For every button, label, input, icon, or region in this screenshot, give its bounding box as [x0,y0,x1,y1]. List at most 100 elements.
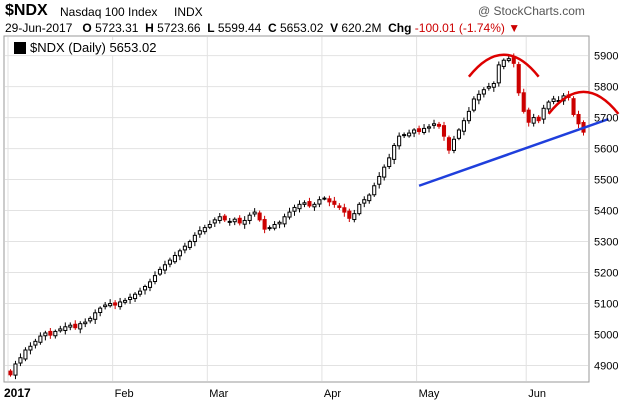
candle-body [441,125,447,137]
down-arrow-icon: ▼ [508,21,521,35]
candle-body [496,64,501,84]
candle-body [113,302,118,306]
candle-body [397,135,402,147]
candle-body [342,207,347,213]
candle-body [192,234,197,243]
pattern-overlays [418,53,620,187]
candle-body [422,127,427,133]
candle-body [28,345,33,351]
x-axis: 2017 Feb Mar Apr May Jun [4,386,546,400]
candle-body [387,157,392,168]
candle-body [571,98,576,115]
symbol-title: $NDX [5,2,48,19]
candle-body [402,134,407,137]
candle-body [362,199,367,204]
low-value: 5599.44 [217,21,262,35]
candle-body [242,219,247,225]
legend-text: $NDX (Daily) 5653.02 [30,40,157,55]
plot-border [3,35,590,383]
x-tick-label: Mar [209,388,228,400]
candle-body [73,323,78,329]
candle-body [312,203,317,208]
close-label: C [267,21,277,35]
neckline-trendline [418,117,609,187]
candle-body [456,129,461,139]
volume-value: 620.2M [341,21,382,35]
candle-body [327,198,332,203]
candle-body [417,128,422,133]
candle-body [137,290,143,295]
candle-body [476,93,481,101]
pattern-arc [547,90,620,115]
candle-body [147,281,153,288]
change-percent: (-1.74%) [458,21,505,35]
y-tick-label: 5100 [594,299,618,311]
candle-body [536,116,541,122]
candle-body [367,194,372,202]
candle-body [307,201,312,207]
candle-body [262,219,267,230]
candle-body [287,211,292,218]
candle-body [33,340,38,346]
y-tick-label: 5500 [594,175,618,187]
open-label: O [82,21,92,35]
candle-body [252,211,257,215]
candle-body [526,109,531,123]
index-name: Nasdaq 100 Index [60,5,158,19]
candle-body [227,220,232,223]
candle-body [282,216,287,225]
candle-body [217,216,222,221]
y-tick-label: 4900 [594,361,618,373]
pattern-arc [467,53,540,78]
y-tick-label: 5900 [594,51,618,63]
candle-body [372,185,377,196]
candle-body [302,202,307,205]
x-tick-label: Feb [115,388,134,400]
quote-date: 29-Jun-2017 [5,21,73,35]
candle-body [357,203,362,215]
candle-body [426,126,432,129]
y-axis: 4900 5000 5100 5200 5300 5400 5500 5600 5700 5800… [594,51,618,373]
candle-body [162,264,168,271]
candle-body [257,212,262,221]
low-label: L [207,21,215,35]
y-tick-label: 5300 [594,237,618,249]
close-value: 5653.02 [280,21,324,35]
candle-body [222,215,227,221]
candle-body [277,221,282,225]
candle-body [142,285,148,291]
candle-body [446,137,452,151]
candle-body [157,268,163,275]
candle-body [392,144,397,160]
candle-body [232,218,237,223]
candle-body [207,223,212,228]
candle-body [436,123,442,127]
candle-body [451,138,457,151]
candle-body [202,227,207,233]
candle-body [172,254,177,263]
candle-body [546,101,551,110]
candle-body [486,86,491,89]
candle-body [471,98,476,111]
x-tick-label: 2017 [4,386,31,400]
candle-body [297,203,302,210]
candle-body [118,301,123,308]
volume-label: V [330,21,339,35]
candle-body [152,275,158,283]
candle-body [78,323,83,330]
candle-body [551,98,556,102]
candle-body [43,332,48,337]
candle-body [88,317,93,322]
candle-body [332,200,337,205]
x-tick-label: May [419,388,440,400]
candle-body [187,241,192,248]
candle-body [272,223,277,229]
candle-body [531,117,536,124]
legend-swatch [14,41,26,54]
candle-body [461,120,466,132]
candle-body [407,132,412,137]
candle-body [23,349,28,360]
exchange-label: INDX [174,5,203,19]
candle-body [481,89,486,95]
